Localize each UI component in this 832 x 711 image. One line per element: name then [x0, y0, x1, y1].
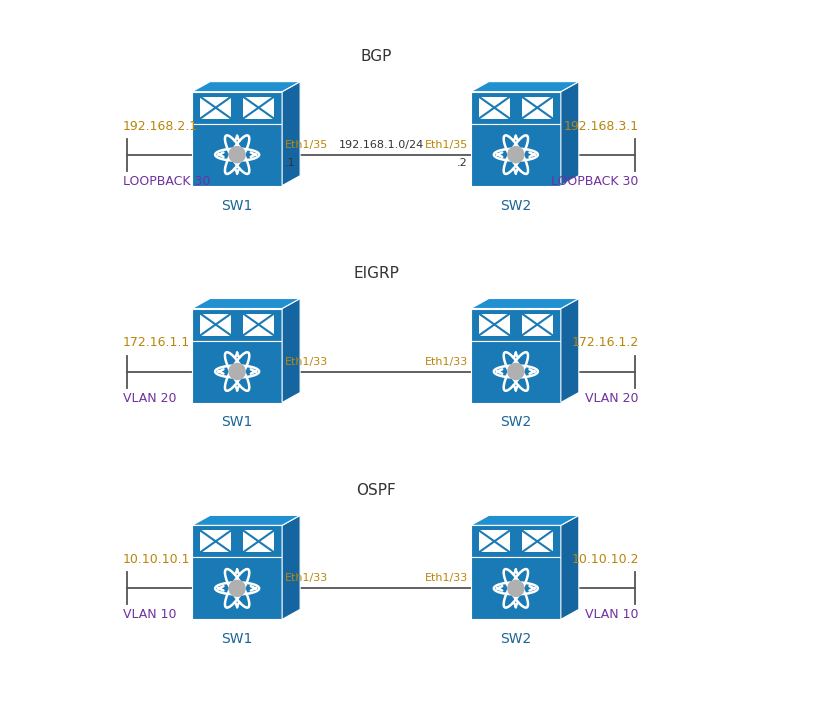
Circle shape	[508, 146, 524, 163]
Text: .1: .1	[285, 158, 295, 168]
Polygon shape	[192, 92, 282, 124]
Polygon shape	[471, 525, 561, 557]
Polygon shape	[192, 82, 300, 92]
Text: 10.10.10.2: 10.10.10.2	[572, 553, 639, 567]
Polygon shape	[471, 92, 561, 124]
Text: OSPF: OSPF	[357, 483, 396, 498]
Polygon shape	[192, 525, 282, 557]
Polygon shape	[192, 341, 282, 402]
Polygon shape	[243, 97, 274, 119]
Text: Eth1/33: Eth1/33	[285, 573, 329, 583]
Text: SW2: SW2	[500, 198, 532, 213]
Polygon shape	[479, 530, 510, 552]
Circle shape	[508, 363, 524, 380]
Polygon shape	[282, 299, 300, 402]
Polygon shape	[561, 299, 579, 402]
Polygon shape	[479, 97, 510, 119]
Polygon shape	[201, 97, 231, 119]
Text: VLAN 20: VLAN 20	[586, 392, 639, 405]
Circle shape	[229, 580, 245, 597]
Polygon shape	[192, 299, 300, 309]
Polygon shape	[471, 309, 561, 341]
Text: Eth1/33: Eth1/33	[424, 356, 468, 366]
Text: SW2: SW2	[500, 632, 532, 646]
Text: 192.168.2.1: 192.168.2.1	[123, 119, 198, 133]
Text: 192.168.1.0/24: 192.168.1.0/24	[339, 139, 423, 149]
Text: VLAN 20: VLAN 20	[123, 392, 176, 405]
Text: 10.10.10.1: 10.10.10.1	[123, 553, 191, 567]
Text: Eth1/33: Eth1/33	[424, 573, 468, 583]
Polygon shape	[522, 314, 552, 336]
Polygon shape	[471, 299, 579, 309]
Polygon shape	[243, 530, 274, 552]
Text: LOOPBACK 30: LOOPBACK 30	[123, 175, 210, 188]
Text: LOOPBACK 30: LOOPBACK 30	[552, 175, 639, 188]
Polygon shape	[192, 557, 282, 619]
Polygon shape	[201, 530, 231, 552]
Polygon shape	[471, 82, 579, 92]
Polygon shape	[243, 314, 274, 336]
Polygon shape	[471, 557, 561, 619]
Polygon shape	[479, 314, 510, 336]
Polygon shape	[192, 515, 300, 525]
Text: Eth1/35: Eth1/35	[424, 139, 468, 149]
Text: SW2: SW2	[500, 415, 532, 429]
Text: 192.168.3.1: 192.168.3.1	[564, 119, 639, 133]
Text: .2: .2	[457, 158, 468, 168]
Polygon shape	[561, 82, 579, 186]
Polygon shape	[471, 124, 561, 186]
Text: 172.16.1.1: 172.16.1.1	[123, 336, 191, 350]
Polygon shape	[471, 341, 561, 402]
Text: SW1: SW1	[221, 632, 253, 646]
Circle shape	[508, 580, 524, 597]
Text: 172.16.1.2: 172.16.1.2	[572, 336, 639, 350]
Polygon shape	[192, 124, 282, 186]
Circle shape	[229, 146, 245, 163]
Text: VLAN 10: VLAN 10	[123, 609, 176, 621]
Polygon shape	[561, 515, 579, 619]
Text: Eth1/33: Eth1/33	[285, 356, 329, 366]
Polygon shape	[471, 515, 579, 525]
Text: VLAN 10: VLAN 10	[586, 609, 639, 621]
Polygon shape	[282, 515, 300, 619]
Text: Eth1/35: Eth1/35	[285, 139, 329, 149]
Polygon shape	[201, 314, 231, 336]
Text: SW1: SW1	[221, 415, 253, 429]
Polygon shape	[282, 82, 300, 186]
Circle shape	[229, 363, 245, 380]
Text: SW1: SW1	[221, 198, 253, 213]
Polygon shape	[522, 97, 552, 119]
Text: BGP: BGP	[361, 49, 392, 65]
Polygon shape	[522, 530, 552, 552]
Text: EIGRP: EIGRP	[354, 266, 399, 282]
Polygon shape	[192, 309, 282, 341]
